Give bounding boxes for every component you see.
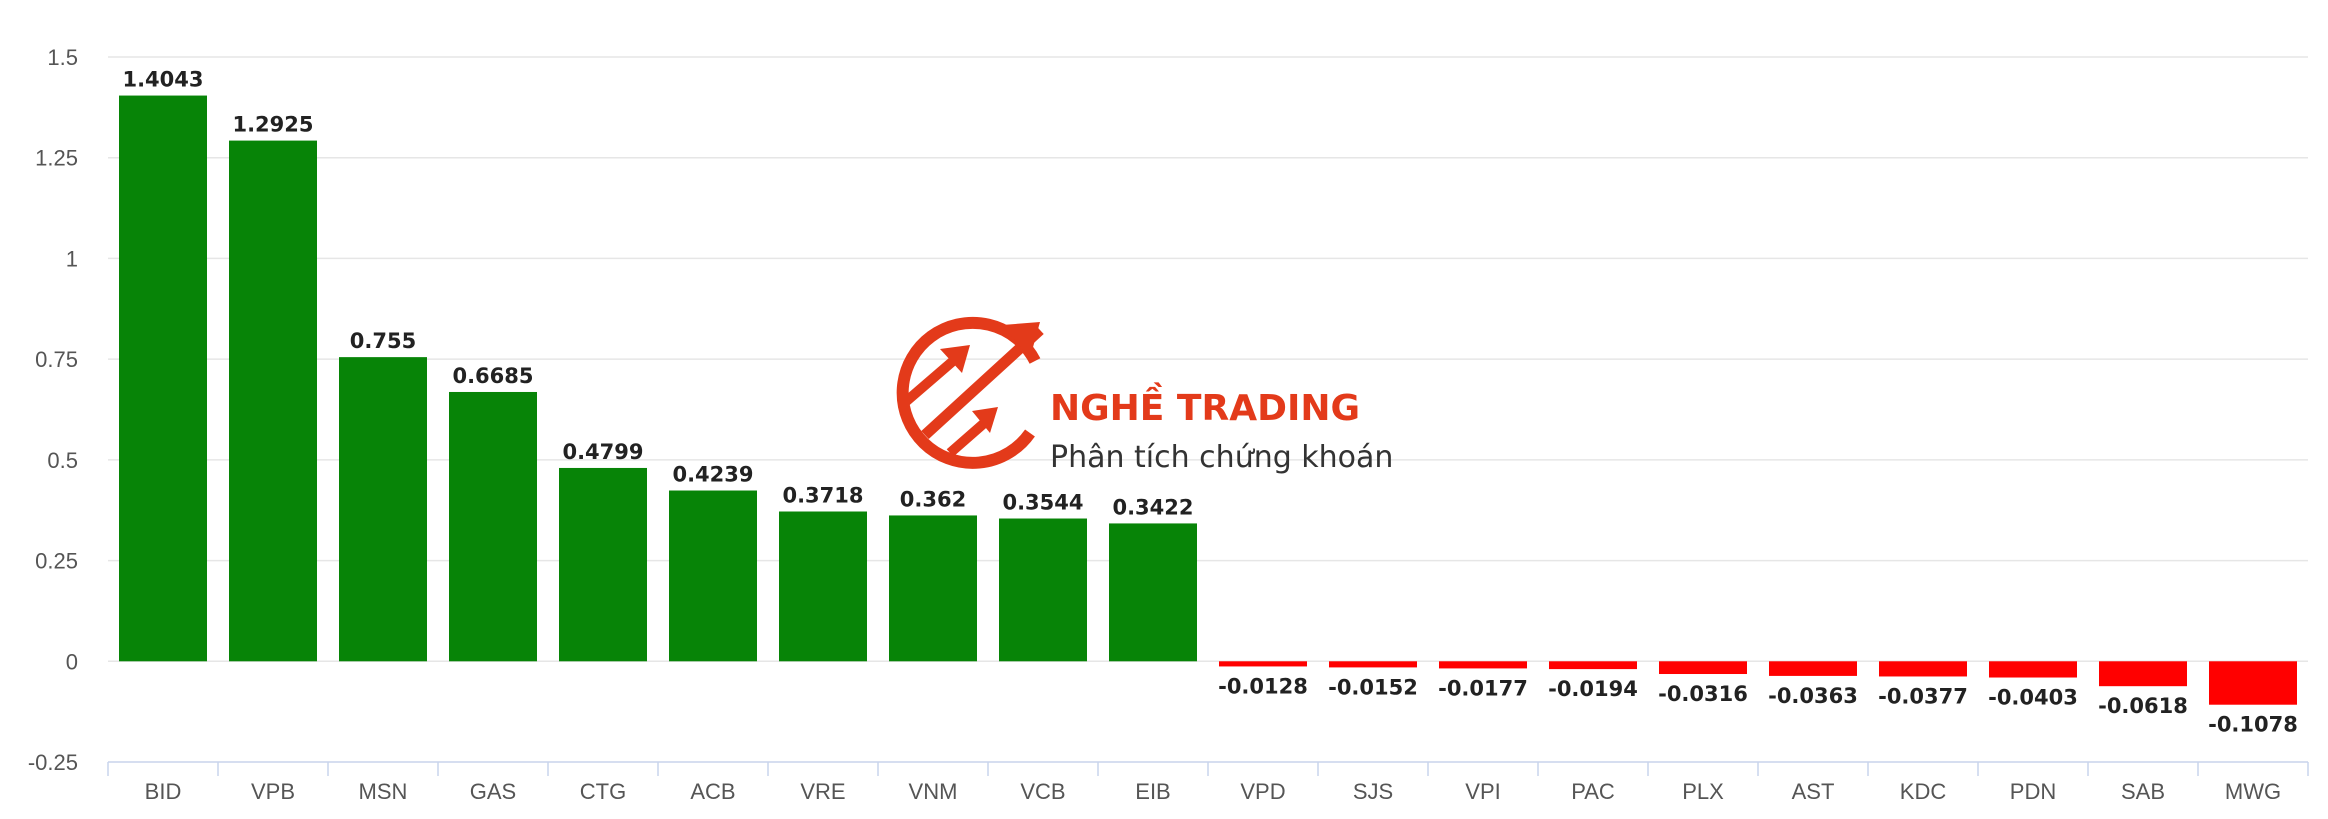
bar-pac — [1549, 661, 1637, 670]
x-tick-label: MWG — [2225, 779, 2281, 804]
data-label: 0.3422 — [1112, 495, 1193, 519]
data-label: 0.755 — [350, 329, 416, 353]
bars — [119, 95, 2297, 705]
bar-vpi — [1439, 661, 1527, 669]
x-tick-label: VNM — [909, 779, 958, 804]
bar-ctg — [559, 467, 647, 662]
data-label: -0.1078 — [2208, 713, 2298, 737]
x-tick-label: SJS — [1353, 779, 1393, 804]
x-tick-label: PLX — [1682, 779, 1724, 804]
x-tick-label: MSN — [359, 779, 408, 804]
x-axis: BID VPB MSN GAS CTG ACB VRE VNM VCB EIB VPD SJS VPI P… — [107, 761, 2309, 804]
data-label: 0.3718 — [782, 484, 863, 508]
x-tick-label: KDC — [1900, 779, 1947, 804]
data-label: -0.0377 — [1878, 684, 1968, 708]
data-label: -0.0618 — [2098, 694, 2188, 718]
y-tick-label: 0 — [66, 649, 78, 674]
data-label: -0.0152 — [1328, 675, 1418, 699]
y-tick-label: 0.5 — [47, 448, 78, 473]
x-tick-label: PDN — [2010, 779, 2056, 804]
x-tick-label: ACB — [690, 779, 735, 804]
x-tick-label: PAC — [1571, 779, 1615, 804]
bar-sjs — [1329, 661, 1417, 668]
data-label: -0.0194 — [1548, 677, 1638, 701]
bar-bid — [119, 95, 207, 662]
watermark-title: NGHỀ TRADING — [1050, 382, 1360, 429]
x-tick-label: SAB — [2121, 779, 2165, 804]
x-tick-label: VRE — [800, 779, 845, 804]
bar-kdc — [1879, 661, 1967, 677]
bar-ast — [1769, 661, 1857, 676]
x-tick-label: GAS — [470, 779, 516, 804]
x-tick-label: VCB — [1020, 779, 1065, 804]
data-label: -0.0403 — [1988, 686, 2078, 710]
bar-mwg — [2209, 661, 2297, 705]
watermark-subtitle: Phân tích chứng khoán — [1050, 440, 1393, 475]
data-label: 1.4043 — [122, 68, 203, 92]
data-labels: 1.4043 1.2925 0.755 0.6685 0.4799 0.4239 0.371… — [122, 68, 2297, 737]
y-tick-label: -0.25 — [28, 750, 78, 775]
data-label: 0.3544 — [1002, 491, 1083, 515]
y-tick-label: 1.25 — [35, 146, 78, 171]
bar-acb — [669, 490, 757, 662]
x-tick-label: VPI — [1465, 779, 1500, 804]
data-label: 0.6685 — [452, 364, 533, 388]
y-tick-label: 0.25 — [35, 549, 78, 574]
x-tick-label: BID — [145, 779, 182, 804]
bar-vpd — [1219, 661, 1307, 667]
x-tick-label: CTG — [580, 779, 626, 804]
x-tick-label: AST — [1792, 779, 1835, 804]
bar-gas — [449, 391, 537, 662]
bar-sab — [2099, 661, 2187, 687]
data-label: 0.4239 — [672, 463, 753, 487]
bar-pdn — [1989, 661, 2077, 678]
bar-vre — [779, 511, 867, 662]
y-tick-label: 1 — [66, 246, 78, 271]
bar-vnm — [889, 515, 977, 662]
data-label: -0.0363 — [1768, 684, 1858, 708]
y-tick-label: 0.75 — [35, 347, 78, 372]
bar-plx — [1659, 661, 1747, 675]
x-tick-label: VPB — [251, 779, 295, 804]
data-label: 0.4799 — [562, 440, 643, 464]
data-label: 0.362 — [900, 487, 966, 511]
trend-arrows-icon — [896, 316, 1044, 469]
bar-vpb — [229, 140, 317, 662]
y-tick-label: 1.5 — [47, 45, 78, 70]
bar-eib — [1109, 523, 1197, 662]
x-tick-label: EIB — [1135, 779, 1170, 804]
data-label: -0.0316 — [1658, 682, 1748, 706]
watermark-logo: NGHỀ TRADING Phân tích chứng khoán — [896, 316, 1393, 475]
bar-msn — [339, 357, 427, 662]
data-label: -0.0177 — [1438, 676, 1528, 700]
data-label: 1.2925 — [232, 113, 313, 137]
x-tick-label: VPD — [1240, 779, 1285, 804]
bar-vcb — [999, 518, 1087, 662]
data-label: -0.0128 — [1218, 674, 1308, 698]
